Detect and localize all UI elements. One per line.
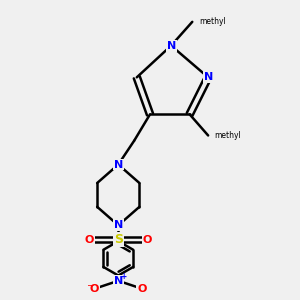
Text: O: O [85,235,94,245]
Text: −: − [86,280,94,289]
Text: N: N [167,40,176,51]
Text: O: O [137,284,147,294]
Text: N: N [203,72,213,82]
Text: methyl: methyl [215,131,242,140]
Text: N: N [114,160,123,170]
Text: N: N [114,276,123,286]
Text: methyl: methyl [199,17,226,26]
Text: O: O [90,284,99,294]
Text: N: N [114,220,123,230]
Text: S: S [114,233,123,246]
Text: +: + [120,272,126,280]
Text: O: O [143,235,152,245]
